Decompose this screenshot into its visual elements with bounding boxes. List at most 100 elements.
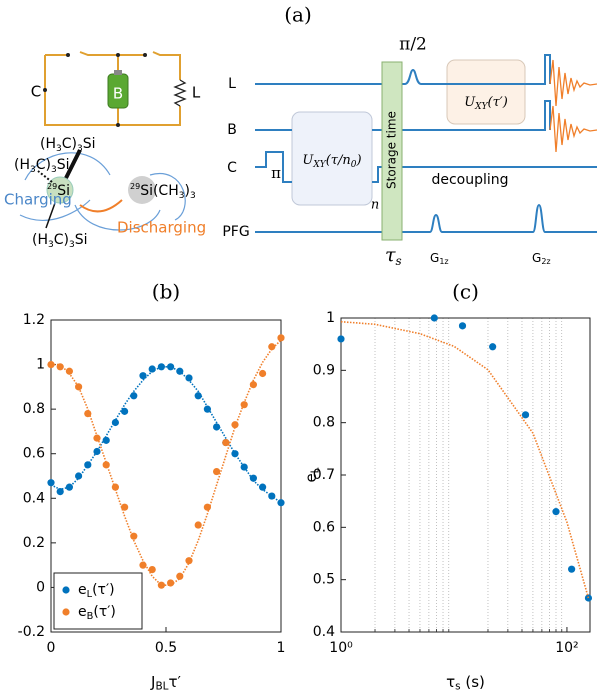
text-part: XY [312, 160, 326, 170]
data-point [194, 521, 202, 529]
text-part: U [302, 153, 314, 168]
c-channel [255, 151, 597, 183]
data-point [47, 479, 55, 487]
text-part: ) [356, 153, 362, 168]
chart-title: (b) [152, 280, 180, 304]
data-point [111, 418, 119, 427]
text-part: (H [32, 232, 48, 248]
data-point [249, 474, 257, 482]
data-point [130, 532, 138, 540]
text-part: Si [57, 157, 70, 173]
data-point [268, 343, 276, 351]
chart-title: (c) [452, 280, 479, 304]
y-tick-label: 0.8 [23, 401, 45, 417]
data-point [75, 472, 83, 480]
y-axis-label: eL [302, 467, 322, 482]
data-point [56, 363, 64, 371]
text-part: τ [446, 673, 455, 691]
legend-marker [62, 608, 70, 616]
molecule-partner: 29Si(CH3)3 [130, 182, 196, 201]
text-part: G [430, 251, 439, 265]
text-part: BL [155, 681, 168, 693]
data-point [176, 572, 184, 580]
data-point [167, 363, 175, 371]
channel-label: PFG [222, 224, 249, 240]
data-point [139, 372, 147, 380]
text-part: G [532, 251, 541, 265]
data-point [176, 367, 184, 375]
fit-line [340, 320, 590, 599]
storage-block [381, 61, 403, 241]
text-part: J [150, 673, 155, 691]
data-point [203, 503, 211, 511]
legend-marker [62, 586, 70, 594]
data-point [249, 381, 257, 389]
bond [37, 170, 53, 183]
text-part: 3 [77, 144, 83, 154]
y-tick-label: 1.2 [23, 312, 45, 328]
field-line [19, 152, 186, 231]
text-part: (s) [461, 673, 485, 691]
x-tick-label: 10⁰ [329, 640, 353, 656]
charging-label: Charging [4, 191, 72, 209]
data-point [157, 581, 165, 589]
text-part: 3 [69, 240, 75, 250]
pulse-label: π [271, 164, 281, 182]
text-part: s [396, 254, 402, 268]
decoupling-label: decoupling [431, 172, 508, 188]
text-part: Si [75, 232, 88, 248]
text-part: 0 [351, 160, 357, 170]
text-part: 3 [190, 191, 196, 201]
switch [143, 53, 147, 57]
data-point [203, 405, 211, 413]
data-point [102, 461, 110, 469]
text-part: (τ/n [326, 153, 351, 168]
text-part: 3 [51, 165, 57, 175]
pulse-label: π/2 [399, 35, 427, 55]
data-point [121, 407, 129, 415]
block-label: UXY(τ′) [464, 95, 508, 112]
node [116, 123, 120, 127]
data-point [213, 423, 221, 431]
data-point [231, 450, 239, 458]
block-label: UXY(τ/n0) [302, 153, 361, 170]
text-part: e [78, 582, 87, 598]
plot-frame [50, 319, 282, 633]
data-point [130, 392, 138, 400]
text-part: Si(CH [140, 183, 179, 199]
data-point [240, 401, 248, 409]
text-part: 3 [30, 165, 36, 175]
resistor [173, 79, 187, 107]
x-tick-label: 0 [47, 640, 56, 656]
text-part: L [87, 589, 93, 600]
text-part: (τ′) [92, 582, 115, 598]
y-tick-label: 1 [326, 310, 335, 326]
text-part: (τ′) [93, 604, 116, 620]
text-part: 29 [130, 182, 140, 191]
data-point [489, 343, 497, 351]
data-point [277, 499, 285, 507]
data-point [231, 421, 239, 429]
b-channel [255, 100, 551, 131]
data-point [430, 314, 438, 322]
legend-label: eB(τ′) [78, 604, 116, 622]
legend-box [53, 572, 143, 630]
text-part: e [302, 473, 320, 482]
battery-cap [114, 70, 122, 75]
text-part: 3 [56, 144, 62, 154]
data-point [521, 411, 530, 419]
x-axis-label: JBLτ′ [150, 673, 182, 693]
panel-a: (a) C B L (H3C)3Si (H3C)3Si (H3C)3Si 29S… [4, 3, 597, 268]
text-part: U [464, 95, 476, 110]
text-part: C) [62, 136, 77, 152]
x-tick-label: 0.5 [155, 640, 177, 656]
data-point [93, 447, 101, 456]
data-point [65, 483, 73, 491]
atom [128, 176, 156, 204]
panel-label: (a) [284, 3, 312, 27]
data-point [111, 483, 119, 491]
channel-label: B [227, 122, 237, 138]
data-point [185, 557, 193, 565]
y-tick-label: 0.8 [313, 415, 335, 431]
data-point [552, 508, 560, 516]
